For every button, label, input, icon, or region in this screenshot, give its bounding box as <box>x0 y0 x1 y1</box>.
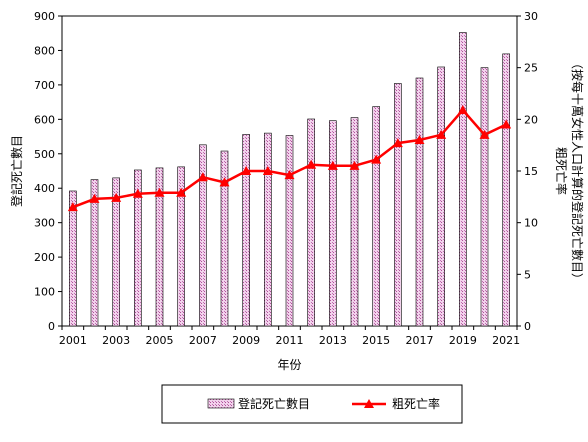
line-point <box>327 160 338 170</box>
line-point <box>154 187 165 197</box>
y2-axis-label-line1: 粗死亡率 <box>554 147 569 195</box>
y-tick-label: 800 <box>34 44 55 57</box>
line-point <box>219 177 230 187</box>
legend-line-marker <box>364 399 374 408</box>
x-tick-label: 2001 <box>59 334 87 347</box>
x-tick-label: 2003 <box>102 334 130 347</box>
line-series-crude-death-rate <box>67 105 512 212</box>
bar <box>394 83 402 327</box>
line-point <box>241 166 252 175</box>
bar <box>285 135 294 327</box>
x-tick-label: 2021 <box>492 334 520 347</box>
bar <box>134 169 142 327</box>
y2-axis-label-line2: （按每十萬女性人口計算的登記死亡數目） <box>570 57 585 285</box>
line-point <box>67 202 78 212</box>
x-tick-label: 2009 <box>232 334 260 347</box>
y-tick-label: 900 <box>34 10 55 23</box>
bar <box>437 66 445 327</box>
y2-tick-label: 15 <box>524 165 538 178</box>
bar <box>199 144 207 327</box>
line-point <box>501 119 512 129</box>
y2-tick-label: 10 <box>524 217 538 230</box>
line-point <box>349 160 360 170</box>
legend: 登記死亡數目 粗死亡率 <box>161 384 463 424</box>
line-point <box>392 138 403 148</box>
line-point <box>306 159 317 169</box>
legend-line-label: 粗死亡率 <box>392 396 440 411</box>
line-point <box>479 129 490 139</box>
legend-bar-swatch <box>207 398 235 409</box>
line-point <box>132 188 143 198</box>
y-tick-label: 100 <box>34 286 55 299</box>
bar <box>502 53 510 327</box>
bar <box>264 132 272 327</box>
line-point <box>89 193 100 203</box>
y2-tick-label: 25 <box>524 62 538 75</box>
line-point <box>436 129 447 139</box>
x-tick-label: 2005 <box>146 334 174 347</box>
bar <box>112 177 120 327</box>
line-point <box>284 170 295 180</box>
y-axis-label: 登記死亡數目 <box>9 135 24 207</box>
y-tick-label: 300 <box>34 217 55 230</box>
bar-series-registered-deaths <box>69 32 510 327</box>
bar <box>459 32 467 327</box>
y2-tick-label: 20 <box>524 113 538 126</box>
bar <box>155 167 164 327</box>
x-tick-label: 2017 <box>406 334 434 347</box>
y2-tick-label: 5 <box>524 268 531 281</box>
bar <box>480 67 489 327</box>
bar <box>69 190 77 327</box>
line-point <box>414 135 425 144</box>
x-tick-label: 2019 <box>449 334 477 347</box>
line-point <box>111 192 122 202</box>
y-tick-label: 0 <box>48 320 55 333</box>
line-point <box>371 154 382 164</box>
line-point <box>457 105 468 115</box>
bar <box>372 106 380 327</box>
y-tick-label: 200 <box>34 251 55 264</box>
bar <box>307 118 315 327</box>
bar <box>242 134 250 327</box>
bar <box>177 166 185 327</box>
bar <box>350 117 359 327</box>
bar <box>329 120 337 327</box>
x-axis-label: 年份 <box>277 358 301 372</box>
axes: 0 100 200 300 400 500 600 700 800 900 0 5 10 15 20 25 30… <box>34 10 538 347</box>
y-tick-label: 400 <box>34 182 55 195</box>
legend-bar-label: 登記死亡數目 <box>238 396 310 411</box>
y-tick-label: 700 <box>34 79 55 92</box>
bar <box>90 179 99 327</box>
y-tick-label: 600 <box>34 113 55 126</box>
y-tick-label: 500 <box>34 148 55 161</box>
x-tick-label: 2013 <box>319 334 347 347</box>
y2-tick-label: 0 <box>524 320 531 333</box>
bar <box>415 77 424 327</box>
line-point <box>176 187 187 197</box>
x-tick-label: 2011 <box>276 334 304 347</box>
bar <box>220 150 229 327</box>
line-point <box>197 172 208 182</box>
x-tick-label: 2007 <box>189 334 217 347</box>
line-point <box>262 166 273 175</box>
y2-tick-label: 30 <box>524 10 538 23</box>
x-tick-label: 2015 <box>362 334 390 347</box>
